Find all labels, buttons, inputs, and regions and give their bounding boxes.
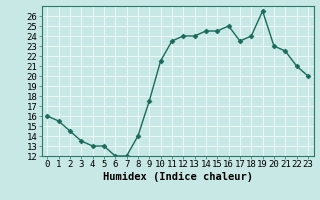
X-axis label: Humidex (Indice chaleur): Humidex (Indice chaleur) (103, 172, 252, 182)
